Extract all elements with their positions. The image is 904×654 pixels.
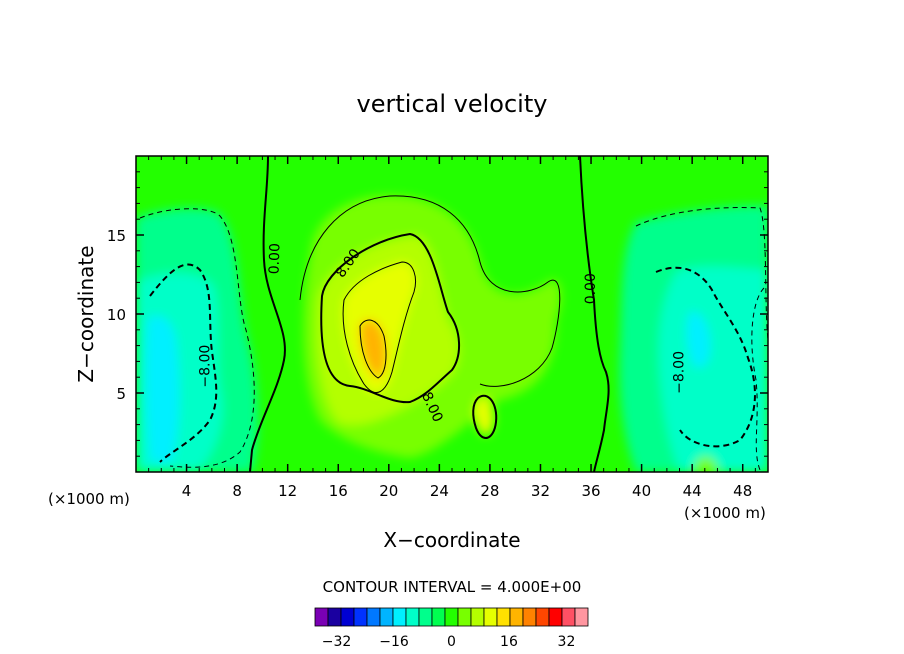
colorbar-swatch bbox=[574, 607, 589, 627]
region-center-pos5 bbox=[475, 398, 494, 435]
x-tick-label: 32 bbox=[531, 482, 550, 500]
y-tick-label: 15 bbox=[107, 227, 126, 245]
contour-pos-12 bbox=[342, 261, 416, 393]
colorbar-tick-label: 0 bbox=[447, 634, 456, 650]
contour-neg-left bbox=[149, 263, 218, 463]
colorbar-swatch bbox=[366, 607, 381, 627]
x-unit-left: (×1000 m) bbox=[48, 490, 130, 508]
region-right-pos1 bbox=[694, 456, 718, 472]
colorbar-swatch bbox=[379, 607, 394, 627]
contour-label: 0.00 bbox=[583, 273, 599, 304]
region-right-neg3 bbox=[686, 311, 711, 368]
x-tick-label: 16 bbox=[329, 482, 348, 500]
y-tick-label: 5 bbox=[116, 385, 126, 403]
colorbar-swatch bbox=[340, 607, 355, 627]
colorbar-swatch bbox=[535, 607, 550, 627]
x-tick-label: 44 bbox=[683, 482, 702, 500]
colorbar-swatch bbox=[496, 607, 511, 627]
x-tick-label: 8 bbox=[232, 482, 242, 500]
chart-title: vertical velocity bbox=[357, 90, 548, 118]
colorbar-swatch bbox=[314, 607, 329, 627]
colorbar-swatch bbox=[418, 607, 433, 627]
colorbar-tick-label: −32 bbox=[322, 634, 352, 650]
colorbar-swatch bbox=[522, 607, 537, 627]
contour-pos-16 bbox=[359, 319, 387, 379]
contour-neg-right-outer bbox=[635, 207, 768, 341]
colorbar-tick-label: 16 bbox=[500, 634, 518, 650]
plot-area: 0.00 8.008.000.00−8.00 −8.00 bbox=[136, 156, 768, 472]
x-tick-label: 28 bbox=[480, 482, 499, 500]
colorbar: −32 −16 0 16 32 bbox=[314, 607, 589, 650]
colorbar-swatch bbox=[353, 607, 368, 627]
x-tick-label: 20 bbox=[379, 482, 398, 500]
contour-neg-right bbox=[655, 266, 756, 448]
contour-pos-outer bbox=[299, 195, 561, 387]
x-axis-label: X−coordinate bbox=[383, 528, 520, 552]
colorbar-swatch bbox=[327, 607, 342, 627]
contour-label: −8.00 bbox=[198, 345, 214, 388]
colorbar-swatch bbox=[444, 607, 459, 627]
colorbar-swatch bbox=[548, 607, 563, 627]
x-unit-right: (×1000 m) bbox=[684, 504, 766, 522]
contour-label: 0.00 bbox=[267, 243, 284, 275]
x-tick-label: 36 bbox=[581, 482, 600, 500]
y-tick-label: 10 bbox=[107, 306, 126, 324]
colorbar-swatch bbox=[431, 607, 446, 627]
colorbar-swatch bbox=[509, 607, 524, 627]
contour-pos-8 bbox=[320, 232, 461, 404]
colorbar-tick-label: 32 bbox=[558, 634, 576, 650]
colorbar-swatch bbox=[405, 607, 420, 627]
x-tick-label: 4 bbox=[182, 482, 192, 500]
y-axis-label: Z−coordinate bbox=[74, 245, 98, 382]
x-tick-label: 24 bbox=[430, 482, 449, 500]
contour-zero-left bbox=[249, 156, 286, 472]
colorbar-swatch bbox=[470, 607, 485, 627]
contour-lines bbox=[139, 156, 768, 472]
contour-neg-right-inner bbox=[751, 287, 765, 471]
contour-interval-label: CONTOUR INTERVAL = 4.000E+00 bbox=[323, 578, 582, 596]
x-tick-label: 48 bbox=[733, 482, 752, 500]
x-axis-ticks: 4 8 12 16 20 24 28 32 36 40 44 48 bbox=[148, 156, 756, 500]
colorbar-swatch bbox=[561, 607, 576, 627]
colorbar-tick-label: −16 bbox=[379, 634, 409, 650]
region-right-neg2 bbox=[658, 266, 768, 472]
x-tick-label: 40 bbox=[632, 482, 651, 500]
y-axis-ticks: 5 10 15 bbox=[107, 171, 768, 457]
region-center-pos4 bbox=[360, 320, 386, 378]
x-tick-label: 12 bbox=[278, 482, 297, 500]
contour-neg-left-outer bbox=[139, 208, 255, 468]
contour-pos-small bbox=[472, 394, 498, 439]
contour-label: −8.00 bbox=[672, 351, 688, 394]
region-left-neg3 bbox=[145, 315, 180, 462]
colorbar-swatch bbox=[483, 607, 498, 627]
contour-labels: 0.00 8.008.000.00−8.00 −8.00 bbox=[198, 243, 688, 425]
contour-zero-right bbox=[579, 156, 610, 472]
colorbar-swatch bbox=[457, 607, 472, 627]
colorbar-swatch bbox=[392, 607, 407, 627]
